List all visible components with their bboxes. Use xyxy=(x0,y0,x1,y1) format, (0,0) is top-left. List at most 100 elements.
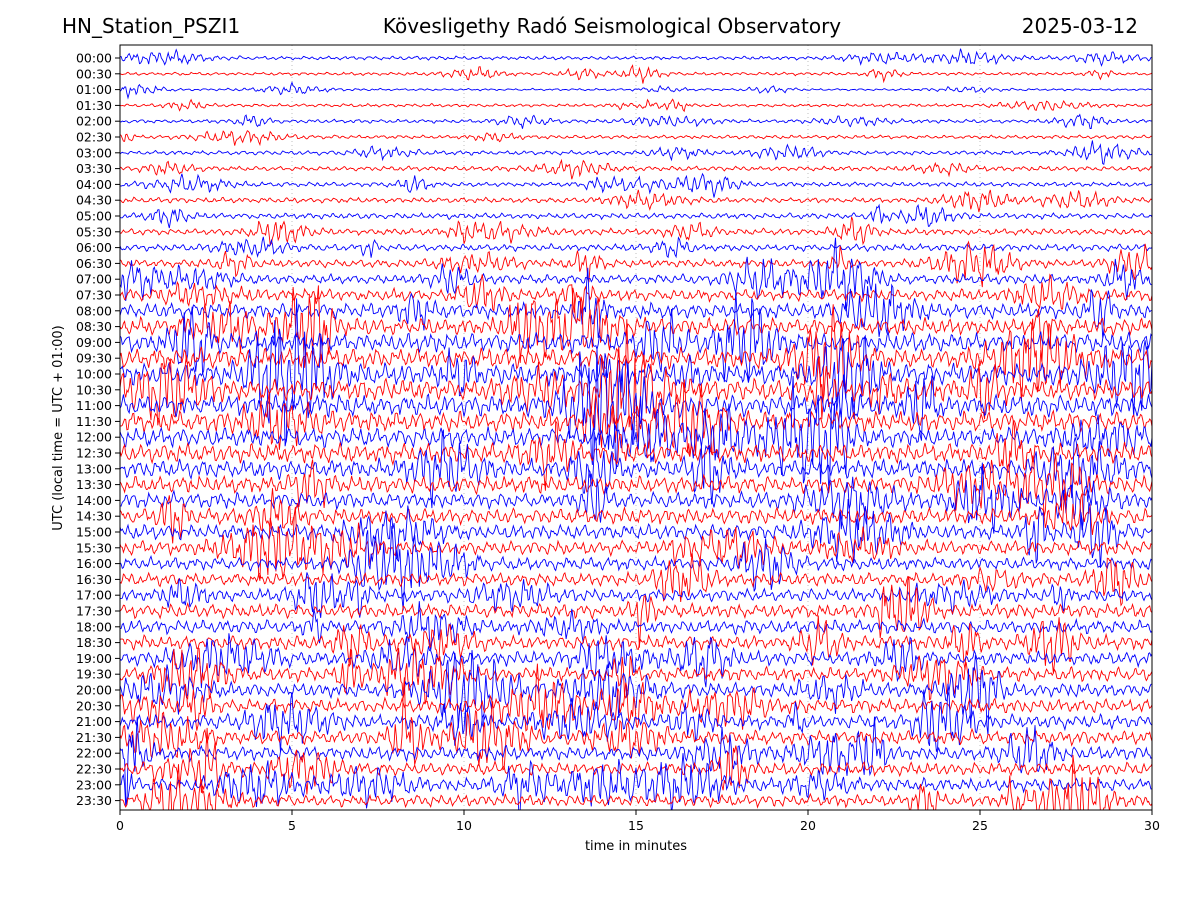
y-tick-label: 01:00 xyxy=(76,82,112,97)
y-tick-label: 08:30 xyxy=(76,319,112,334)
y-tick-label: 09:30 xyxy=(76,351,112,366)
x-tick-label: 30 xyxy=(1144,818,1160,833)
x-tick-label: 25 xyxy=(972,818,988,833)
trace-line xyxy=(120,375,1152,486)
trace-line xyxy=(120,601,1152,651)
trace-line xyxy=(120,677,1152,771)
trace-line xyxy=(120,64,1152,84)
trace-line xyxy=(120,347,1152,469)
trace-line xyxy=(120,419,1152,491)
y-tick-label: 22:30 xyxy=(76,762,112,777)
y-tick-label: 12:30 xyxy=(76,446,112,461)
trace-line xyxy=(120,189,1152,213)
y-tick-label: 08:00 xyxy=(76,303,112,318)
y-tick-label: 07:00 xyxy=(76,272,112,287)
trace-line xyxy=(120,140,1152,166)
trace-line xyxy=(120,462,1152,534)
trace-line xyxy=(120,716,1152,805)
trace-line xyxy=(120,240,1152,288)
observatory-title: Kövesligethy Radó Seismological Observat… xyxy=(382,14,842,38)
y-tick-label: 17:00 xyxy=(76,588,112,603)
y-tick-label: 12:00 xyxy=(76,430,112,445)
y-tick-label: 06:30 xyxy=(76,256,112,271)
y-tick-label: 16:30 xyxy=(76,572,112,587)
trace-line xyxy=(120,498,1152,568)
y-tick-label: 14:30 xyxy=(76,509,112,524)
y-tick-label: 21:30 xyxy=(76,730,112,745)
y-tick-label: 02:30 xyxy=(76,130,112,145)
trace-line xyxy=(120,663,1152,732)
trace-line xyxy=(120,488,1152,544)
y-tick-label: 20:30 xyxy=(76,698,112,713)
x-tick-label: 0 xyxy=(116,818,124,833)
y-tick-label: 23:30 xyxy=(76,793,112,808)
y-axis-ticks: 00:0000:3001:0001:3002:0002:3003:0003:30… xyxy=(76,51,120,808)
y-tick-label: 06:00 xyxy=(76,240,112,255)
trace-line xyxy=(120,727,1152,795)
y-tick-label: 20:00 xyxy=(76,683,112,698)
trace-line xyxy=(120,216,1152,247)
y-tick-label: 07:30 xyxy=(76,288,112,303)
y-axis-label: UTC (local time = UTC + 01:00) xyxy=(51,325,66,530)
trace-line xyxy=(120,429,1152,509)
x-axis-ticks: 0 5 10 15 20 25 30 xyxy=(116,810,1160,833)
plot-area xyxy=(120,45,1152,810)
x-tick-label: 5 xyxy=(288,818,296,833)
trace-line xyxy=(120,237,1152,312)
trace-line xyxy=(120,379,1152,456)
x-tick-label: 20 xyxy=(800,818,816,833)
x-tick-label: 10 xyxy=(456,818,472,833)
y-tick-label: 02:00 xyxy=(76,114,112,129)
trace-line xyxy=(120,273,1152,314)
y-tick-label: 17:30 xyxy=(76,604,112,619)
x-axis-label: time in minutes xyxy=(585,839,687,854)
x-tick-label: 15 xyxy=(628,818,644,833)
trace-line xyxy=(120,453,1152,517)
y-tick-label: 04:30 xyxy=(76,193,112,208)
trace-line xyxy=(120,754,1152,810)
trace-line xyxy=(120,98,1152,113)
trace-line xyxy=(120,203,1152,229)
y-tick-label: 03:00 xyxy=(76,145,112,160)
trace-line xyxy=(120,48,1152,67)
y-tick-label: 15:00 xyxy=(76,525,112,540)
y-tick-label: 16:00 xyxy=(76,556,112,571)
trace-line xyxy=(120,643,1152,704)
y-tick-label: 15:30 xyxy=(76,540,112,555)
trace-line xyxy=(120,113,1152,129)
y-tick-label: 09:00 xyxy=(76,335,112,350)
y-tick-label: 01:30 xyxy=(76,98,112,113)
trace-line xyxy=(120,158,1152,180)
y-tick-label: 14:00 xyxy=(76,493,112,508)
trace-line xyxy=(120,81,1152,100)
y-tick-label: 05:30 xyxy=(76,224,112,239)
y-tick-label: 13:30 xyxy=(76,477,112,492)
y-tick-label: 13:00 xyxy=(76,461,112,476)
trace-line xyxy=(120,633,1152,689)
y-tick-label: 18:30 xyxy=(76,635,112,650)
y-tick-label: 03:30 xyxy=(76,161,112,176)
y-tick-label: 04:00 xyxy=(76,177,112,192)
trace-line xyxy=(120,572,1152,618)
y-tick-label: 05:00 xyxy=(76,209,112,224)
y-tick-label: 10:30 xyxy=(76,382,112,397)
y-tick-label: 22:00 xyxy=(76,746,112,761)
trace-line xyxy=(120,290,1152,383)
date-title: 2025-03-12 xyxy=(1021,14,1138,38)
y-tick-label: 23:00 xyxy=(76,777,112,792)
seismic-traces xyxy=(120,48,1152,810)
y-tick-label: 11:00 xyxy=(76,398,112,413)
trace-line xyxy=(120,506,1152,581)
trace-line xyxy=(120,304,1152,420)
y-tick-label: 00:00 xyxy=(76,51,112,66)
trace-line xyxy=(120,525,1152,611)
trace-line xyxy=(120,576,1152,648)
trace-line xyxy=(120,236,1152,259)
y-tick-label: 00:30 xyxy=(76,66,112,81)
y-tick-label: 10:00 xyxy=(76,367,112,382)
y-tick-label: 19:00 xyxy=(76,651,112,666)
trace-line xyxy=(120,552,1152,607)
trace-line xyxy=(120,753,1152,810)
trace-line xyxy=(120,615,1152,674)
